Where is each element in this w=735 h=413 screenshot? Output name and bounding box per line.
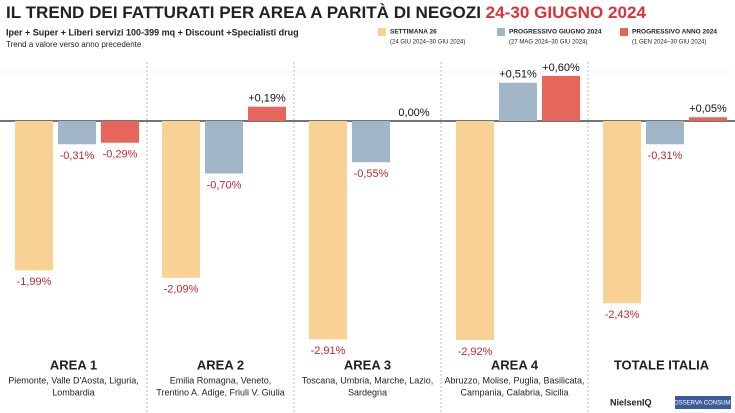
category-description: Emilia Romagna, Veneto, bbox=[170, 375, 272, 385]
value-label: -2,09% bbox=[164, 284, 199, 296]
bar bbox=[603, 121, 641, 304]
bar bbox=[101, 121, 139, 143]
value-label: -0,70% bbox=[207, 179, 242, 191]
legend-period: (24 GIU 2024–30 GIU 2024) bbox=[390, 40, 465, 46]
legend-period: (27 MAG 2024–30 GIU 2024) bbox=[509, 40, 587, 46]
bar bbox=[542, 76, 580, 121]
category-description: Piemonte, Valle D'Aosta, Liguria, bbox=[8, 375, 139, 385]
x-tick-label: AREA 3 bbox=[344, 357, 391, 372]
subtitle: Iper + Super + Liberi servizi 100-399 mq… bbox=[6, 27, 299, 37]
bar bbox=[352, 121, 390, 163]
bar bbox=[58, 121, 96, 145]
value-label: +0,19% bbox=[248, 93, 286, 105]
legend-swatch bbox=[378, 28, 386, 36]
value-label: -0,29% bbox=[103, 149, 138, 161]
bar bbox=[689, 117, 727, 121]
value-label: -2,92% bbox=[458, 346, 493, 358]
category-description: Sardegna bbox=[348, 387, 387, 397]
bar bbox=[248, 106, 286, 121]
bar bbox=[162, 121, 200, 278]
legend-label: PROGRESSIVO ANNO 2024 bbox=[632, 29, 717, 36]
category-description: Lombardia bbox=[52, 387, 95, 397]
bar bbox=[499, 82, 537, 121]
chart-title-line: IL TREND DEI FATTURATI PER AREA A PARITÀ… bbox=[6, 3, 647, 22]
category-description: Abruzzo, Molise, Puglia, Basilicata, bbox=[444, 375, 584, 385]
value-label: +0,60% bbox=[542, 62, 580, 74]
legend-swatch bbox=[497, 28, 505, 36]
bar bbox=[646, 121, 684, 145]
value-label: -1,99% bbox=[17, 276, 52, 288]
bar bbox=[205, 121, 243, 174]
value-label: -2,91% bbox=[311, 345, 346, 357]
legend-swatch bbox=[620, 28, 628, 36]
value-label: -0,31% bbox=[60, 150, 95, 162]
x-tick-label: AREA 1 bbox=[50, 357, 97, 372]
chart-title: IL TREND DEI FATTURATI PER AREA A PARITÀ… bbox=[6, 3, 481, 22]
logo: OSSERVA CONSUMI bbox=[674, 401, 732, 407]
value-label: -0,55% bbox=[354, 168, 389, 180]
legend-label: PROGRESSIVO GIUGNO 2024 bbox=[509, 29, 602, 36]
bar bbox=[309, 121, 347, 340]
logo-box bbox=[675, 396, 731, 409]
legend-period: (1 GEN 2024–30 GIU 2024) bbox=[632, 40, 706, 46]
logo: NielsenIQ bbox=[610, 397, 652, 407]
x-tick-label: TOTALE ITALIA bbox=[614, 357, 710, 372]
value-label: 0,00% bbox=[398, 107, 429, 119]
value-label: -0,31% bbox=[648, 150, 683, 162]
legend-label: SETTIMANA 26 bbox=[390, 29, 437, 36]
value-label: +0,51% bbox=[499, 69, 537, 81]
x-tick-label: AREA 4 bbox=[491, 357, 539, 372]
bar bbox=[15, 121, 53, 271]
x-tick-label: AREA 2 bbox=[197, 357, 244, 372]
chart-title-highlight: 24-30 GIUGNO 2024 bbox=[486, 3, 647, 22]
category-description: Trentino A. Adige, Friuli V. Giulia bbox=[156, 387, 284, 397]
value-label: +0,05% bbox=[689, 103, 727, 115]
category-description: Toscana, Umbria, Marche, Lazio, bbox=[302, 375, 434, 385]
bar bbox=[456, 121, 494, 340]
note: Trend a valore verso anno precedente bbox=[6, 40, 142, 49]
value-label: -2,43% bbox=[605, 309, 640, 321]
category-description: Campania, Calabria, Sicilia bbox=[460, 387, 568, 397]
